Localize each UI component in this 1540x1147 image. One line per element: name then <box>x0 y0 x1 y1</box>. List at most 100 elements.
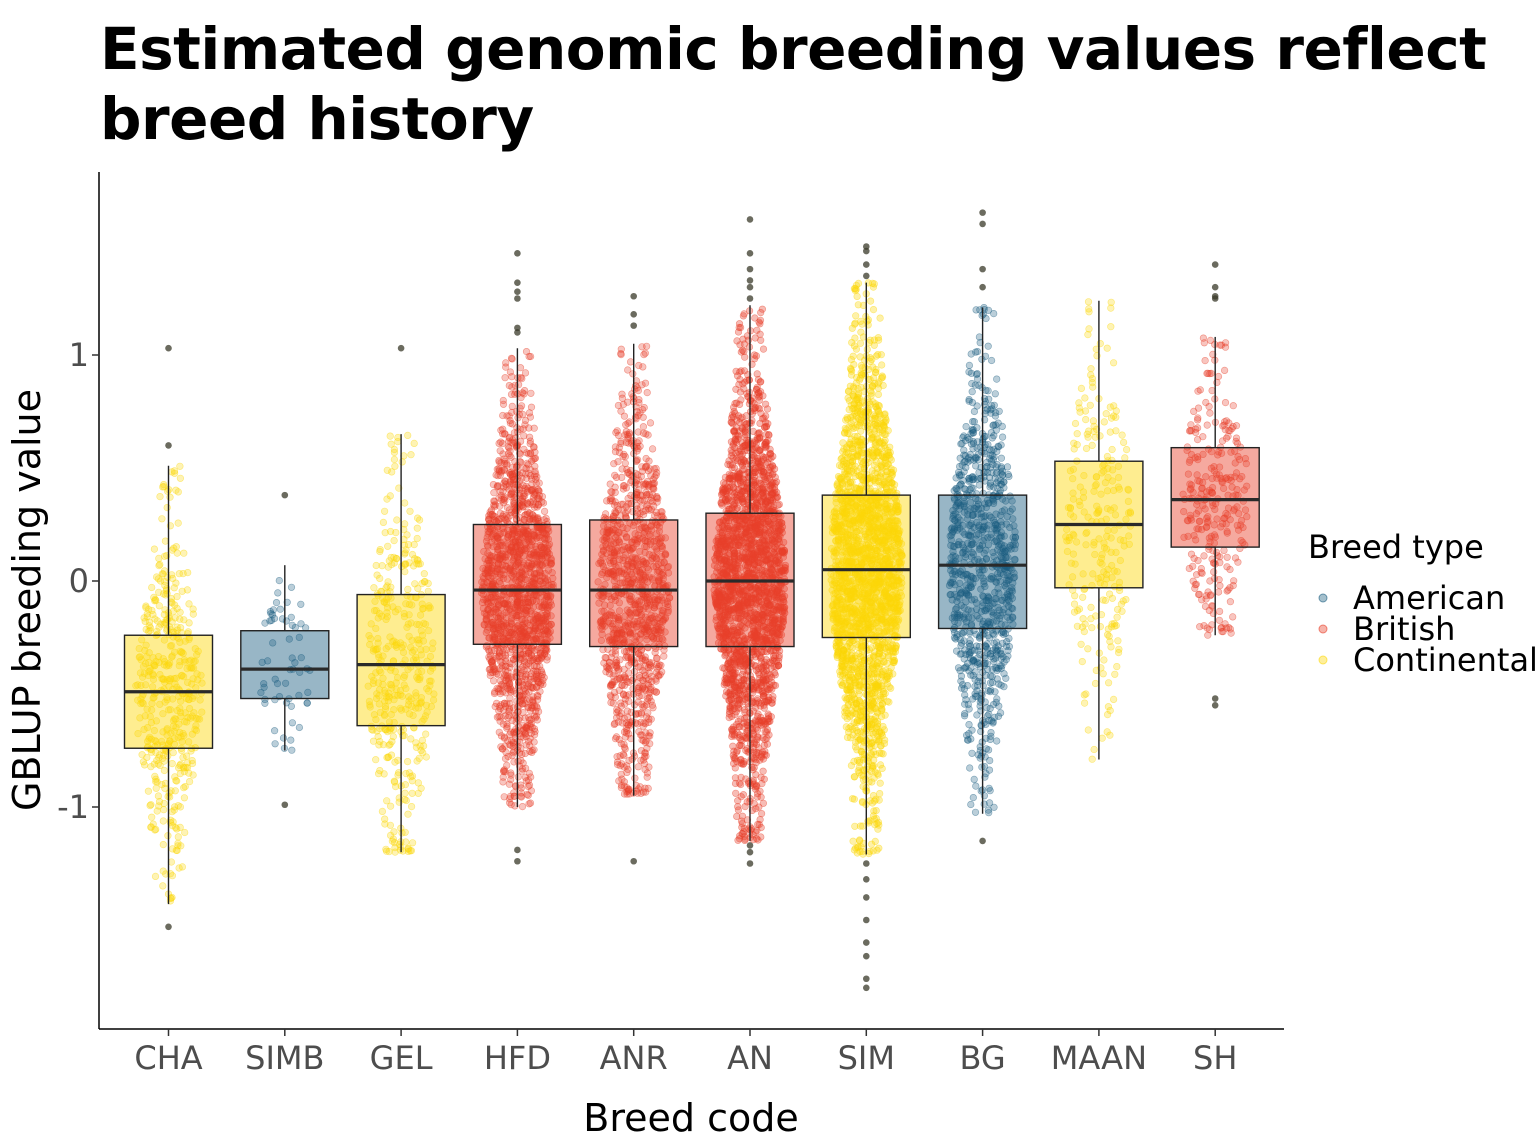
data-point <box>144 671 152 680</box>
data-point <box>413 534 421 543</box>
data-point <box>401 789 409 797</box>
data-point <box>525 716 534 724</box>
data-point <box>633 384 641 392</box>
data-point <box>402 769 410 778</box>
data-point <box>499 411 507 420</box>
data-point <box>634 785 643 793</box>
data-point <box>134 729 142 738</box>
data-point <box>188 680 196 688</box>
data-point <box>180 784 188 792</box>
data-point <box>502 359 510 367</box>
data-point <box>404 431 412 440</box>
data-point <box>514 773 522 781</box>
data-point <box>514 716 523 724</box>
data-point <box>393 554 401 563</box>
data-point <box>170 727 178 735</box>
data-point <box>159 840 167 849</box>
data-point <box>526 437 535 445</box>
data-point <box>621 512 630 520</box>
data-point <box>401 499 409 507</box>
data-point <box>135 644 143 653</box>
data-point <box>539 680 547 689</box>
data-point <box>520 666 528 674</box>
data-point <box>176 474 184 482</box>
data-point <box>540 507 549 516</box>
data-point <box>501 430 509 438</box>
data-point <box>384 542 392 550</box>
data-point <box>373 571 381 579</box>
data-point <box>288 654 296 662</box>
data-point <box>504 450 513 458</box>
data-point <box>388 468 396 476</box>
data-point <box>173 825 181 833</box>
data-point <box>430 696 438 704</box>
data-point <box>151 615 159 623</box>
data-point <box>499 400 508 408</box>
data-point <box>507 800 515 809</box>
data-point <box>646 732 654 740</box>
data-point <box>175 570 183 578</box>
data-point <box>295 633 303 642</box>
data-point <box>159 675 167 683</box>
data-point <box>375 692 383 700</box>
data-point <box>161 678 169 686</box>
data-point <box>496 488 504 496</box>
data-point <box>185 635 193 644</box>
data-point <box>163 693 171 702</box>
data-point <box>185 769 193 777</box>
data-point <box>288 719 297 727</box>
data-point <box>526 799 535 807</box>
data-point <box>261 619 269 627</box>
data-point <box>512 493 520 501</box>
data-point <box>161 698 169 706</box>
data-point <box>643 769 652 777</box>
data-point <box>407 451 415 459</box>
data-point <box>297 654 305 662</box>
data-point <box>639 363 647 371</box>
data-point <box>189 605 197 613</box>
data-point <box>402 838 410 846</box>
data-point <box>138 636 146 644</box>
data-point <box>381 702 390 711</box>
data-point <box>499 512 507 520</box>
data-point <box>276 605 284 613</box>
data-point <box>180 794 188 802</box>
data-point <box>412 743 421 751</box>
data-point <box>629 370 637 378</box>
data-point <box>634 428 642 436</box>
data-point <box>135 653 143 661</box>
data-point <box>190 709 198 717</box>
data-point <box>501 742 509 750</box>
data-point <box>138 699 146 707</box>
data-point <box>634 763 642 771</box>
data-point <box>533 716 541 724</box>
data-point <box>639 423 648 431</box>
data-point <box>177 842 185 850</box>
data-point <box>420 570 428 578</box>
data-point <box>628 717 636 726</box>
data-point <box>173 592 181 601</box>
data-point <box>174 802 182 810</box>
data-point <box>172 715 180 723</box>
data-point <box>740 310 748 318</box>
data-point <box>169 818 177 826</box>
data-point <box>257 688 265 697</box>
data-point <box>389 732 397 741</box>
data-point <box>519 696 528 704</box>
data-point <box>146 733 154 741</box>
data-point <box>653 469 661 477</box>
data-point <box>517 784 525 792</box>
data-point <box>194 647 202 655</box>
data-point <box>176 615 184 623</box>
data-point <box>372 561 380 570</box>
data-point <box>405 697 413 705</box>
data-point <box>607 680 616 688</box>
data-point <box>185 738 193 746</box>
data-point <box>493 684 501 693</box>
data-point <box>153 627 161 635</box>
data-point <box>618 394 627 402</box>
data-point <box>408 789 416 797</box>
data-point <box>148 583 156 592</box>
data-point <box>150 545 158 553</box>
